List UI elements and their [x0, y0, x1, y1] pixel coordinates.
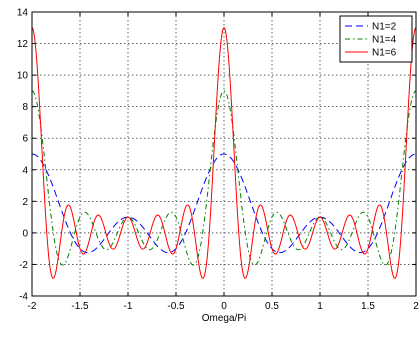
x-tick-label: -2 [28, 301, 37, 312]
y-tick-label: 8 [22, 102, 28, 113]
y-tick-label: 6 [22, 134, 28, 145]
y-axis-ticks: -4 -2 0 2 4 6 8 10 12 14 [17, 8, 416, 303]
x-tick-label: 0 [221, 301, 227, 312]
x-tick-label: -1.5 [71, 301, 89, 312]
legend-label: N1=2 [372, 22, 397, 33]
legend-box [339, 15, 413, 63]
series-line-n1-6 [31, 27, 417, 279]
x-tick-label: 2 [413, 301, 419, 312]
y-tick-label: 0 [22, 228, 28, 239]
y-tick-label: 14 [17, 8, 29, 19]
y-tick-label: -4 [19, 292, 28, 303]
plot-frame [31, 11, 417, 297]
x-tick-label: -1 [124, 301, 133, 312]
y-tick-label: 12 [17, 39, 29, 50]
y-tick-label: 2 [22, 197, 28, 208]
y-tick-label: 4 [22, 165, 28, 176]
y-tick-label: -2 [19, 260, 28, 271]
x-tick-label: 0.5 [265, 301, 279, 312]
x-tick-label: -0.5 [167, 301, 185, 312]
legend: N1=2 N1=4 N1=6 [339, 15, 413, 63]
series-lines [31, 27, 417, 279]
x-axis-label: Omega/Pi [202, 313, 246, 324]
series-line-n1-4 [31, 90, 417, 266]
series-line-n1-2 [31, 153, 417, 254]
legend-label: N1=6 [372, 48, 397, 59]
y-tick-label: 10 [17, 71, 29, 82]
legend-label: N1=4 [372, 35, 397, 46]
x-tick-label: 1.5 [361, 301, 375, 312]
x-tick-label: 1 [317, 301, 323, 312]
